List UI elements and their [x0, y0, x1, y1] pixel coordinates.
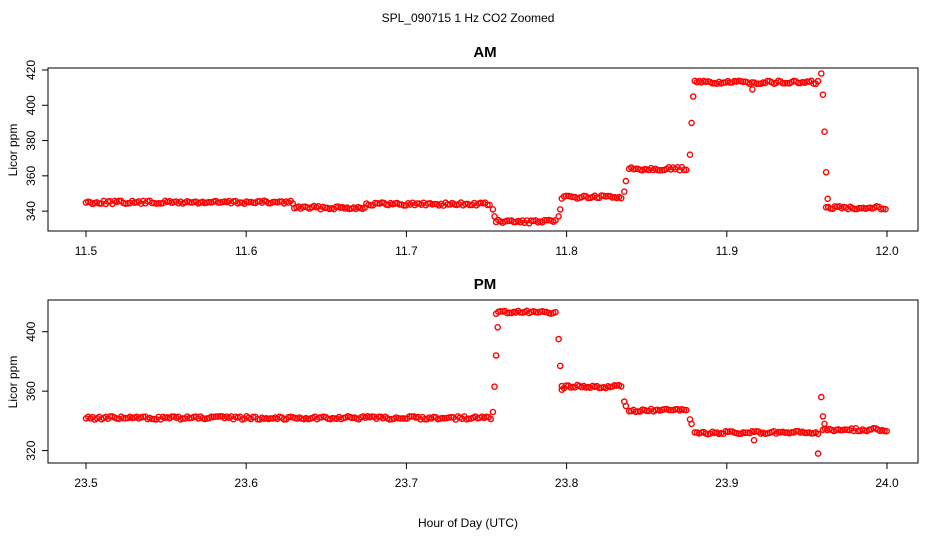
- data-point: [406, 413, 413, 420]
- x-tick-label-am: 11.8: [555, 244, 578, 258]
- data-point: [503, 217, 511, 224]
- data-point: [489, 408, 497, 416]
- data-points-am: [82, 70, 889, 227]
- x-tick-label-pm: 23.5: [74, 476, 98, 490]
- data-point: [683, 406, 690, 414]
- data-point: [855, 204, 863, 212]
- data-point: [552, 216, 559, 224]
- data-point: [656, 166, 664, 174]
- data-point: [491, 383, 498, 391]
- x-tick-label-am: 11.6: [235, 244, 258, 258]
- data-point: [794, 79, 802, 87]
- data-point: [494, 323, 502, 331]
- data-point: [750, 436, 758, 444]
- data-point: [617, 194, 625, 202]
- data-point: [622, 177, 630, 185]
- data-point: [552, 308, 559, 316]
- data-point: [818, 70, 825, 77]
- x-tick-label-pm: 23.8: [555, 476, 579, 490]
- data-point: [883, 427, 891, 435]
- data-point: [617, 383, 625, 390]
- data-point: [558, 386, 566, 394]
- x-tick-label-pm: 23.7: [395, 476, 419, 490]
- data-point: [556, 362, 564, 370]
- data-point: [742, 429, 749, 437]
- data-point: [212, 413, 220, 420]
- data-point: [489, 206, 497, 213]
- data-point: [621, 188, 628, 195]
- data-point: [491, 213, 498, 220]
- ylabel-pm: Licor ppm: [6, 356, 20, 409]
- plot-frame-pm: [47, 299, 919, 464]
- data-point: [801, 429, 809, 437]
- data-points-pm: [82, 307, 891, 457]
- data-point: [397, 415, 404, 422]
- data-point: [541, 216, 548, 224]
- y-tick-label-pm: 400: [24, 321, 38, 341]
- data-point: [818, 393, 825, 401]
- x-tick-label-am: 11.9: [716, 244, 739, 258]
- data-point: [814, 430, 822, 438]
- data-point: [739, 78, 747, 86]
- data-point: [814, 450, 822, 457]
- data-point: [709, 80, 716, 87]
- data-point: [688, 420, 695, 428]
- data-point: [822, 168, 830, 176]
- axis-ticks-pm: 23.5 23.6 23.7 23.8 23.9 24.0 320 360 400: [24, 321, 899, 490]
- data-point: [486, 201, 493, 209]
- data-point: [819, 413, 827, 420]
- data-point: [622, 402, 630, 410]
- data-point: [148, 415, 156, 423]
- data-point: [689, 93, 697, 100]
- data-point: [819, 91, 827, 98]
- data-point: [688, 119, 695, 127]
- y-tick-label-pm: 320: [24, 440, 38, 460]
- data-point: [779, 79, 787, 87]
- x-tick-label-am: 12.0: [875, 244, 899, 258]
- data-point: [749, 86, 756, 93]
- data-point: [155, 199, 162, 207]
- data-point: [837, 426, 844, 434]
- data-point: [753, 80, 760, 87]
- y-tick-label-am: 360: [24, 166, 38, 186]
- data-point: [686, 151, 694, 158]
- figure-xlabel: Hour of Day (UTC): [418, 516, 518, 530]
- data-point: [555, 213, 562, 220]
- data-point: [487, 415, 495, 423]
- data-point: [680, 166, 688, 174]
- data-point: [814, 77, 822, 85]
- ylabel-am: Licor ppm: [6, 124, 20, 177]
- panel-title-am: AM: [473, 44, 496, 61]
- data-point: [683, 166, 690, 174]
- plot-frame-am: [47, 67, 919, 232]
- y-tick-label-am: 420: [24, 60, 38, 80]
- data-point: [821, 420, 828, 428]
- data-point: [555, 335, 562, 343]
- y-tick-label-am: 340: [24, 201, 38, 221]
- figure-supertitle: SPL_090715 1 Hz CO2 Zoomed: [382, 11, 555, 25]
- y-tick-label-am: 380: [24, 130, 38, 150]
- data-point: [120, 414, 127, 422]
- chart-panel-pm: PM Licor ppm 23.5 23.6 23.7 23.8 23.9 24.0 320…: [6, 276, 919, 490]
- data-point: [399, 415, 407, 422]
- y-tick-label-am: 400: [24, 95, 38, 115]
- x-tick-label-pm: 23.6: [235, 476, 259, 490]
- data-point: [556, 206, 564, 213]
- data-point: [824, 195, 832, 203]
- data-point: [882, 205, 889, 213]
- chart-panel-am: AM Licor ppm 11.5 11.6 11.7 11.8 11.9 12.0 340…: [6, 44, 919, 258]
- y-tick-label-pm: 360: [24, 381, 38, 401]
- data-point: [484, 201, 491, 209]
- data-point: [148, 199, 156, 207]
- data-point: [881, 427, 888, 435]
- x-tick-label-am: 11.5: [75, 244, 98, 258]
- x-tick-label-pm: 24.0: [875, 476, 899, 490]
- panel-title-pm: PM: [474, 276, 497, 293]
- x-tick-label-pm: 23.9: [715, 476, 739, 490]
- data-point: [492, 352, 500, 359]
- x-tick-label-am: 11.7: [395, 244, 418, 258]
- axis-ticks-am: 11.5 11.6 11.7 11.8 11.9 12.0 340 360 380 400 420: [24, 60, 899, 258]
- data-point: [821, 128, 828, 135]
